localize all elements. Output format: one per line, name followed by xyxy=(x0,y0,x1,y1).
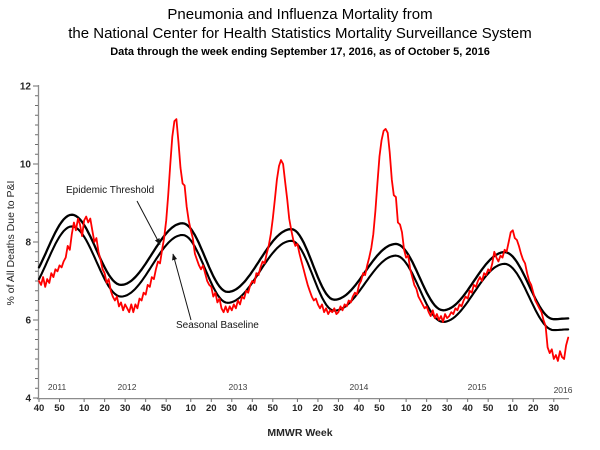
x-tick-label: 30 xyxy=(549,403,560,414)
x-tick-label: 20 xyxy=(206,403,217,414)
x-tick-label: 20 xyxy=(313,403,324,414)
x-tick-label: 30 xyxy=(442,403,453,414)
epidemic-threshold-curve xyxy=(37,213,570,321)
year-label-2011: 2011 xyxy=(48,382,67,392)
y-axis-title: % of All Deaths Due to P&I xyxy=(5,181,17,306)
chart-title-line-1: Pneumonia and Influenza Mortality from xyxy=(167,6,433,23)
year-label-2014: 2014 xyxy=(349,382,368,392)
x-tick-label: 10 xyxy=(292,403,303,414)
x-tick-label: 10 xyxy=(79,403,90,414)
y-tick-label: 12 xyxy=(20,82,32,93)
year-label-2015: 2015 xyxy=(468,382,487,392)
x-tick-label: 40 xyxy=(462,403,473,414)
year-label-2013: 2013 xyxy=(228,382,247,392)
y-tick-label: 10 xyxy=(20,160,32,171)
x-tick-label: 50 xyxy=(161,403,172,414)
x-tick-label: 50 xyxy=(374,403,385,414)
x-tick-label: 40 xyxy=(354,403,365,414)
chart-title-block: Pneumonia and Influenza Mortality from t… xyxy=(0,5,600,59)
x-tick-label: 30 xyxy=(227,403,238,414)
x-tick-label: 30 xyxy=(333,403,344,414)
chart-subtitle: Data through the week ending September 1… xyxy=(110,46,490,58)
epidemic-threshold-arrow xyxy=(136,200,161,245)
x-tick-label: 40 xyxy=(247,403,258,414)
x-tick-label: 50 xyxy=(268,403,279,414)
x-axis-title: MMWR Week xyxy=(267,427,332,439)
observed-mortality-line xyxy=(38,118,570,362)
y-tick-label: 4 xyxy=(25,394,31,405)
x-tick-label: 40 xyxy=(34,403,45,414)
x-tick-label: 10 xyxy=(507,403,518,414)
x-tick-label: 10 xyxy=(401,403,412,414)
y-tick-label: 8 xyxy=(25,238,31,249)
x-tick-label: 50 xyxy=(54,403,65,414)
x-tick-label: 20 xyxy=(421,403,432,414)
seasonal-baseline-label: Seasonal Baseline xyxy=(176,320,259,331)
x-tick-label: 20 xyxy=(99,403,110,414)
x-tick-label: 50 xyxy=(483,403,494,414)
x-tick-label: 20 xyxy=(528,403,539,414)
year-label-2016: 2016 xyxy=(554,385,573,395)
x-tick-label: 30 xyxy=(120,403,131,414)
y-tick-label: 6 xyxy=(25,316,31,327)
x-tick-label: 40 xyxy=(140,403,151,414)
x-tick-label: 10 xyxy=(185,403,196,414)
year-label-2012: 2012 xyxy=(118,382,137,392)
chart-title-line-2: the National Center for Health Statistic… xyxy=(68,25,532,42)
seasonal-baseline-arrow xyxy=(172,253,192,321)
seasonal-baseline-curve xyxy=(37,225,570,332)
epidemic-threshold-label: Epidemic Threshold xyxy=(66,185,155,196)
